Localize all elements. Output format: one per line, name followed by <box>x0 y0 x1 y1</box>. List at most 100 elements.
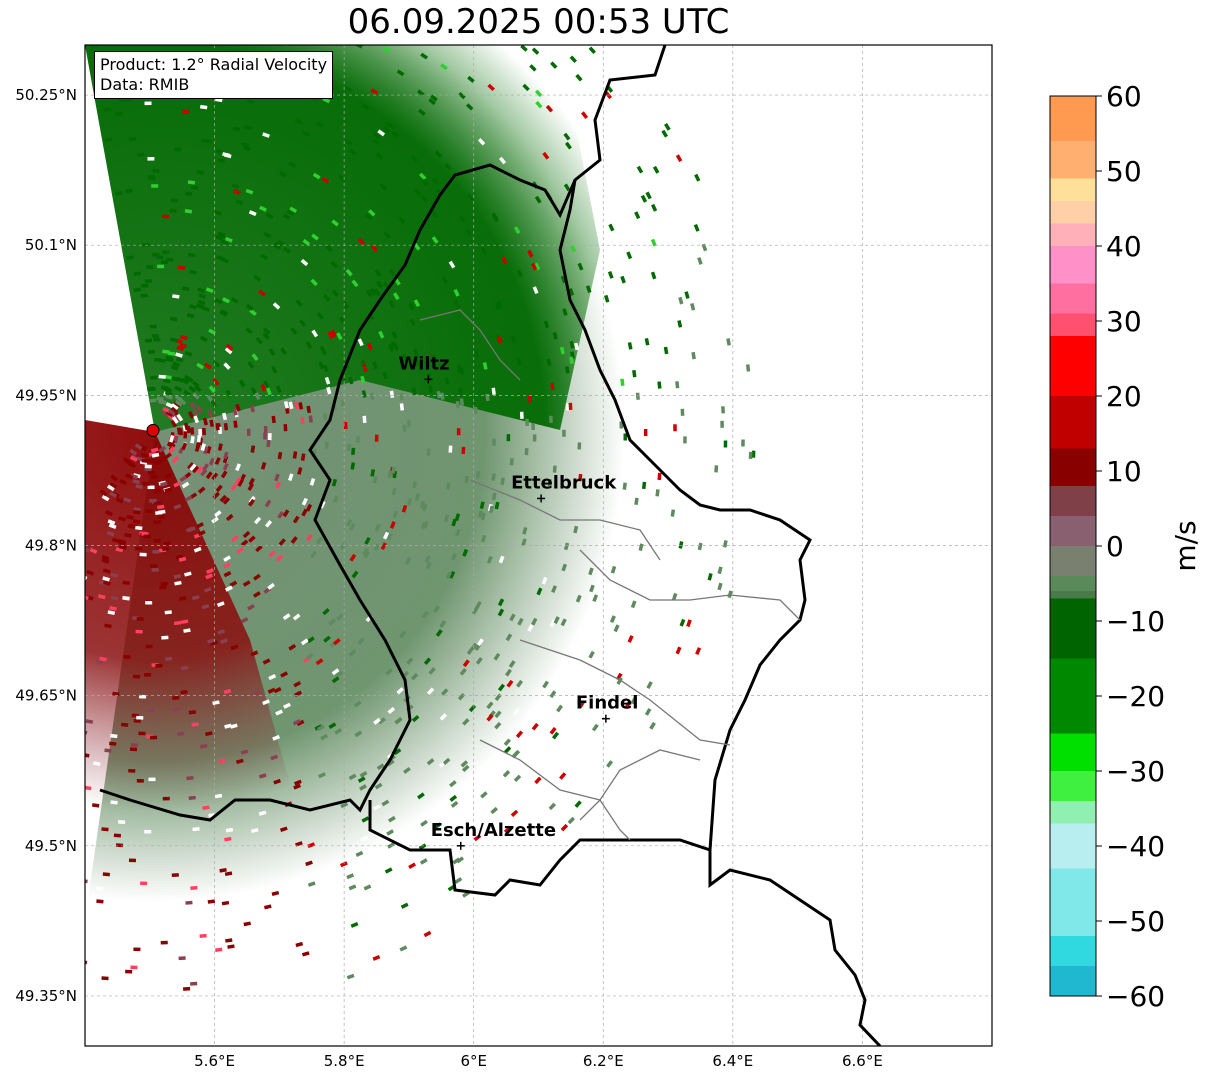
radar-bin <box>331 478 338 487</box>
radar-bin <box>751 450 756 458</box>
radar-bin <box>324 441 329 449</box>
radar-bin <box>138 731 146 736</box>
radar-bin <box>448 445 453 453</box>
radar-bin <box>147 156 155 161</box>
radar-bin <box>419 172 427 181</box>
radar-bin <box>652 165 660 174</box>
radar-bin <box>534 89 543 98</box>
radar-bin <box>28 944 36 949</box>
radar-bin <box>92 761 101 766</box>
x-tick-label: 6.6°E <box>842 1052 883 1070</box>
radar-bin <box>564 141 572 150</box>
radar-bin <box>122 580 130 586</box>
radar-bin <box>196 522 204 529</box>
radar-bin <box>441 688 449 696</box>
radar-bin <box>372 361 378 370</box>
radar-bin <box>212 360 221 368</box>
radar-bin <box>128 858 137 863</box>
radar-bin <box>51 937 59 942</box>
radar-bin <box>636 165 644 174</box>
radar-bin <box>391 331 398 339</box>
radar-bin <box>425 38 433 45</box>
radar-bin <box>110 733 118 739</box>
radar-bin <box>448 260 456 269</box>
radar-bin <box>428 667 436 675</box>
radar-bin <box>448 570 456 579</box>
radar-bin <box>164 390 173 397</box>
radar-bin <box>184 495 193 502</box>
radar-bin <box>214 298 223 305</box>
radar-bin <box>581 111 589 119</box>
radar-bin <box>475 601 482 609</box>
radar-bin <box>236 547 244 555</box>
radar-bin <box>149 398 157 403</box>
radar-bin <box>678 541 684 549</box>
radar-bin <box>259 205 267 212</box>
colorbar-segment <box>1050 966 1096 997</box>
radar-bin <box>350 921 359 928</box>
radar-bin <box>101 555 110 561</box>
radar-bin <box>217 35 224 40</box>
radar-bin <box>273 778 281 785</box>
radar-bin <box>416 89 425 97</box>
radar-bin <box>588 567 594 576</box>
radar-bin <box>568 402 573 411</box>
radar-bin <box>174 394 183 402</box>
radar-bin <box>460 760 469 768</box>
radar-bin <box>298 402 304 410</box>
radar-bin <box>215 422 220 431</box>
radar-bin <box>192 827 200 832</box>
radar-bin <box>149 324 157 329</box>
radar-bin <box>381 799 390 807</box>
radar-bin <box>161 635 169 640</box>
colorbar-segment <box>1050 591 1096 599</box>
radar-bin <box>391 130 400 138</box>
y-axis: 50.25°N 50.1°N 49.95°N 49.8°N 49.65°N 49.5°N 4… <box>15 86 77 1005</box>
radar-bin <box>288 401 294 410</box>
radar-bin <box>144 464 152 469</box>
radar-bin <box>562 429 566 437</box>
radar-bin <box>182 7 189 11</box>
colorbar-segment <box>1050 141 1096 179</box>
radar-bin <box>630 600 637 609</box>
radar-bin <box>492 438 496 446</box>
radar-bin <box>373 717 381 725</box>
radar-bin <box>357 637 365 645</box>
radar-bin <box>196 465 204 474</box>
radar-bin <box>573 525 579 534</box>
radar-bin <box>264 519 273 528</box>
radar-bin <box>167 351 176 356</box>
radar-bin <box>53 578 61 585</box>
radar-bin <box>476 638 484 647</box>
radar-bin <box>717 566 723 575</box>
radar-bin <box>300 638 309 646</box>
radar-bin <box>413 299 421 308</box>
radar-bin <box>183 628 191 633</box>
radar-bin <box>171 416 179 424</box>
radar-bin <box>358 27 366 33</box>
radar-bin <box>189 304 197 310</box>
radar-bin <box>188 795 196 801</box>
radar-bin <box>300 258 309 267</box>
radar-bin <box>283 702 291 709</box>
colorbar-segment <box>1050 936 1096 967</box>
radar-bin <box>361 30 369 36</box>
radar-bin <box>102 872 111 877</box>
radar-bin <box>177 731 185 736</box>
radar-bin <box>673 424 677 432</box>
colorbar-segment <box>1050 801 1096 824</box>
radar-bin <box>548 802 556 811</box>
radar-bin <box>118 540 127 546</box>
radar-bin <box>299 319 307 327</box>
radar-bin <box>311 329 319 338</box>
radar-bin <box>414 358 420 367</box>
radar-bin <box>57 921 65 926</box>
radar-bin <box>277 451 283 460</box>
radar-bin <box>31 630 39 636</box>
radar-bin <box>331 676 340 684</box>
radar-bin <box>348 773 357 781</box>
radar-bin <box>516 679 523 688</box>
radar-bin <box>192 409 200 418</box>
radar-bin <box>336 332 343 341</box>
radar-bin <box>444 376 450 385</box>
